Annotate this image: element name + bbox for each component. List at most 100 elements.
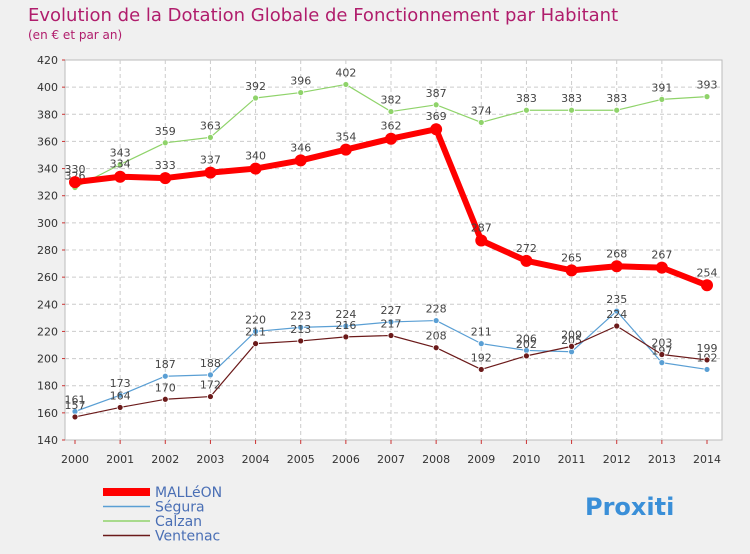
logo-text: Proxiti (585, 493, 674, 521)
data-point (342, 322, 350, 330)
y-tick-label: 180 (37, 380, 58, 393)
data-point (477, 119, 485, 126)
data-label: 265 (561, 251, 582, 264)
data-label: 268 (606, 247, 627, 260)
data-label: 383 (606, 92, 627, 105)
legend-label: Calzan (155, 514, 202, 530)
x-tick-label: 2004 (242, 453, 270, 466)
data-label: 391 (651, 81, 672, 94)
data-point (520, 254, 533, 267)
data-label: 161 (65, 394, 86, 407)
data-point (385, 132, 397, 145)
y-tick-label: 380 (37, 108, 58, 121)
data-label: 333 (155, 159, 176, 172)
data-point (116, 161, 124, 168)
data-point (114, 170, 127, 183)
data-label: 334 (110, 158, 131, 171)
x-tick-label: 2010 (512, 453, 540, 466)
data-label: 330 (65, 163, 86, 176)
data-point (701, 279, 713, 292)
data-point (204, 166, 217, 179)
y-tick-label: 280 (37, 244, 58, 257)
data-point (655, 261, 668, 274)
data-label: 192 (471, 351, 492, 364)
x-tick-label: 2011 (558, 453, 586, 466)
data-point (161, 372, 169, 380)
data-label: 340 (245, 150, 266, 163)
plot-area: 140 160 180 200 220 240 260 280 300 320 340 360 380 4… (37, 54, 723, 466)
data-label: 235 (606, 293, 627, 306)
data-point (477, 366, 485, 373)
data-label: 172 (200, 379, 221, 392)
data-label: 220 (245, 313, 266, 326)
data-point (475, 234, 488, 247)
data-point (610, 260, 623, 273)
data-point (703, 93, 711, 101)
data-point (430, 123, 443, 136)
data-point (207, 371, 214, 379)
data-point (703, 366, 711, 373)
y-tick-label: 220 (37, 325, 58, 338)
data-label: 203 (651, 337, 672, 350)
chart-subtitle: (en € et par an) (28, 28, 122, 42)
data-label: 157 (65, 399, 86, 412)
data-label: 224 (335, 308, 356, 321)
y-tick-label: 360 (37, 135, 58, 148)
data-point (207, 393, 214, 400)
x-tick-label: 2001 (106, 453, 134, 466)
data-label: 363 (200, 119, 221, 132)
proxiti-logo: Proxiti (585, 493, 674, 521)
data-label: 272 (516, 242, 537, 255)
data-label: 199 (697, 342, 718, 355)
y-tick-label: 140 (37, 434, 58, 447)
legend-label: MALLéON (155, 485, 222, 501)
data-point (252, 94, 259, 102)
data-point (339, 143, 352, 156)
data-point (252, 328, 259, 335)
data-label: 209 (561, 328, 582, 341)
data-label: 202 (516, 338, 537, 351)
x-tick-label: 2008 (422, 453, 450, 466)
x-tick-label: 2005 (287, 453, 315, 466)
data-label: 392 (245, 80, 266, 93)
data-label: 170 (155, 381, 176, 394)
data-point (159, 172, 172, 185)
data-point (342, 333, 350, 341)
data-label: 287 (471, 222, 492, 235)
data-label: 187 (155, 358, 176, 371)
data-label: 387 (426, 87, 447, 100)
data-label: 402 (335, 66, 356, 79)
data-label: 213 (290, 323, 311, 336)
y-tick-label: 340 (37, 163, 58, 176)
x-tick-label: 2006 (332, 453, 360, 466)
data-label: 206 (516, 332, 537, 345)
y-tick-label: 240 (37, 298, 58, 311)
data-label: 208 (426, 330, 447, 343)
legend-label: Ventenac (155, 529, 220, 545)
data-point (658, 359, 666, 367)
x-tick-label: 2013 (648, 453, 676, 466)
data-point (613, 307, 621, 315)
data-point (252, 340, 259, 348)
data-label: 217 (381, 318, 402, 331)
data-label: 383 (561, 92, 582, 105)
y-tick-label: 420 (37, 54, 58, 67)
legend-label: Ségura (155, 500, 205, 516)
data-point (432, 101, 440, 109)
data-label: 223 (290, 309, 311, 322)
data-point (613, 106, 621, 114)
data-label: 396 (290, 75, 311, 88)
y-tick-label: 160 (37, 407, 58, 420)
data-label: 346 (290, 141, 311, 154)
data-point (116, 404, 124, 411)
x-tick-label: 2002 (151, 453, 179, 466)
data-point (116, 391, 124, 399)
data-label: 382 (381, 94, 402, 107)
data-point (523, 106, 530, 114)
data-point (207, 133, 214, 141)
data-point (71, 413, 79, 421)
data-point (387, 108, 395, 115)
data-label: 211 (471, 326, 492, 339)
data-label: 383 (516, 92, 537, 105)
data-label: 188 (200, 357, 221, 370)
